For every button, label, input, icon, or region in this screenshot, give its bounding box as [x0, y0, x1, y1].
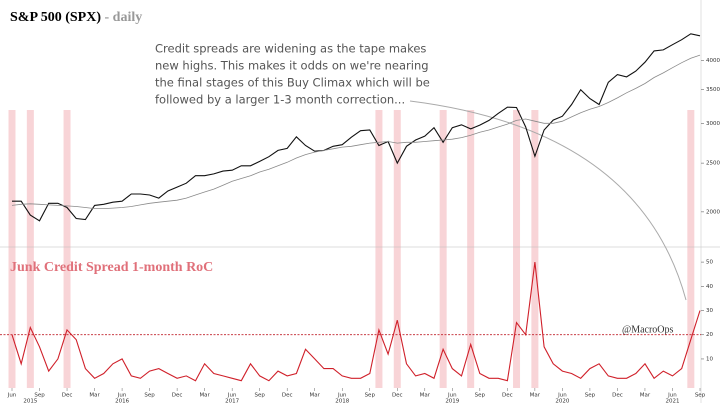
highlight-band: [63, 110, 71, 388]
source: @MacroOps: [622, 324, 674, 335]
x-tick-label: Jun: [447, 393, 457, 399]
annotation: new highs. This makes it odds on we're n…: [155, 59, 429, 73]
y-tick-label: 30: [706, 308, 713, 314]
x-tick-label: Mar: [420, 393, 431, 399]
x-tick-label: Sep: [585, 393, 596, 399]
x-tick-label: Jun: [337, 393, 347, 399]
annotation: followed by a larger 1-3 month correctio…: [155, 93, 405, 107]
y-tick-label: 50: [706, 260, 713, 266]
highlight-band: [393, 110, 401, 388]
x-tick-label: Dec: [282, 393, 293, 399]
x-tick-label: Dec: [62, 393, 73, 399]
x-tick-label: Dec: [392, 393, 403, 399]
x-tick-label: Jun: [7, 393, 17, 399]
x-tick-label: Dec: [612, 393, 623, 399]
highlight-band: [531, 110, 539, 388]
x-tick-label: Jun: [557, 393, 567, 399]
y-tick-label: 40: [706, 284, 713, 290]
y-tick-label: 3500: [706, 87, 720, 93]
x-tick-label: Sep: [34, 393, 45, 399]
x-tick-label: Sep: [475, 393, 486, 399]
x-year-label: 2018: [335, 399, 349, 403]
x-year-label: 2015: [23, 399, 37, 403]
x-tick-label: Mar: [530, 393, 541, 399]
x-year-label: 2017: [225, 399, 239, 403]
x-year-label: 2016: [115, 399, 129, 403]
x-tick-label: Sep: [365, 393, 376, 399]
highlight-band: [513, 110, 521, 388]
highlight-band: [439, 110, 447, 388]
x-tick-label: Sep: [144, 393, 155, 399]
highlight-band: [467, 110, 475, 388]
y-tick-label: 3000: [706, 121, 720, 127]
x-tick-label: Mar: [640, 393, 651, 399]
annotation: Credit spreads are widening as the tape …: [155, 42, 426, 56]
y-tick-label: 2500: [706, 161, 720, 167]
highlight-band: [26, 110, 34, 388]
title: S&P 500 (SPX): [10, 10, 101, 25]
x-tick-label: Dec: [502, 393, 513, 399]
annotation-arrow: [409, 100, 687, 301]
x-tick-label: Mar: [310, 393, 321, 399]
y-tick-label: 4000: [706, 58, 720, 64]
x-tick-label: Mar: [89, 393, 100, 399]
y-tick-label: 20: [706, 332, 713, 338]
y-tick-label: 2000: [706, 209, 720, 215]
x-year-label: 2019: [445, 399, 459, 403]
data-line: [11, 54, 701, 209]
x-tick-label: Sep: [695, 393, 706, 399]
x-tick-label: Sep: [254, 393, 265, 399]
panel-title: Junk Credit Spread 1-month RoC: [10, 260, 213, 275]
x-year-label: 2021: [665, 399, 679, 403]
x-tick-label: Mar: [199, 393, 210, 399]
x-tick-label: Jun: [227, 393, 237, 399]
x-tick-label: Jun: [667, 393, 677, 399]
highlight-band: [687, 110, 695, 388]
x-year-label: 2020: [555, 399, 569, 403]
data-line: [11, 262, 701, 382]
data-line: [12, 33, 701, 222]
x-tick-label: Jun: [117, 393, 127, 399]
annotation: the final stages of this Buy Climax whic…: [155, 76, 430, 90]
chart-title: S&P 500 (SPX) - daily: [10, 10, 142, 25]
x-tick-label: Dec: [172, 393, 183, 399]
y-tick-label: 10: [706, 356, 713, 362]
subtitle: - daily: [105, 10, 143, 25]
highlight-band: [8, 110, 16, 388]
highlight-band: [375, 110, 383, 388]
